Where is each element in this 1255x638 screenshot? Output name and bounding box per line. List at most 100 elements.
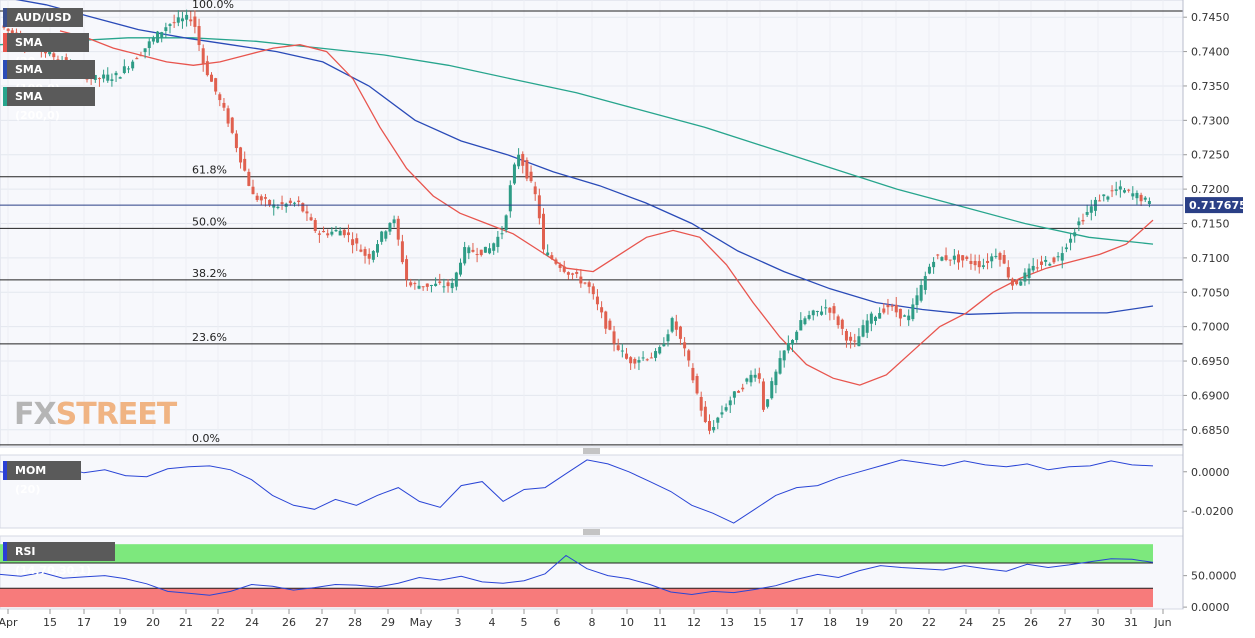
candle-up xyxy=(728,400,732,406)
mom-swatch xyxy=(3,461,7,480)
candle-down xyxy=(363,249,367,256)
candle-down xyxy=(1110,190,1114,192)
candle-down xyxy=(52,53,56,58)
candle-down xyxy=(280,202,284,205)
candle-down xyxy=(977,261,981,268)
candle-up xyxy=(857,336,861,347)
fib-label: 100.0% xyxy=(192,0,234,11)
sma100-swatch xyxy=(3,60,7,79)
candle-down xyxy=(413,283,417,285)
candle-down xyxy=(226,108,230,124)
candle-down xyxy=(591,286,595,295)
price-tick-label: 0.7300 xyxy=(1191,114,1230,127)
candle-down xyxy=(973,260,977,266)
legend-sma20[interactable]: SMA (20,0) xyxy=(3,33,89,68)
watermark-fx: FX xyxy=(14,397,57,432)
mom-label[interactable]: MOM (20) xyxy=(3,461,81,496)
current-price-value: 0.717675 xyxy=(1189,199,1247,212)
candle-down xyxy=(898,308,902,319)
candle-down xyxy=(998,253,1002,260)
date-tick-label: 24 xyxy=(959,616,973,629)
fib-label: 61.8% xyxy=(192,164,227,177)
candle-down xyxy=(629,357,633,364)
candle-up xyxy=(807,315,811,319)
date-tick-label: 26 xyxy=(282,616,296,629)
candle-down xyxy=(521,153,525,166)
candle-down xyxy=(554,259,558,264)
candle-up xyxy=(500,233,504,235)
rsi-overbought-zone xyxy=(0,544,1153,564)
candle-down xyxy=(234,133,238,149)
candle-up xyxy=(878,313,882,319)
candle-down xyxy=(247,171,251,186)
candle-down xyxy=(1052,257,1056,263)
candle-down xyxy=(579,276,583,284)
candle-up xyxy=(745,378,749,382)
candle-down xyxy=(1006,267,1010,278)
candle-up xyxy=(952,255,956,260)
candle-up xyxy=(330,231,334,235)
candle-down xyxy=(604,311,608,329)
sma200-swatch xyxy=(3,87,7,106)
candle-up xyxy=(994,255,998,257)
date-tick-label: 15 xyxy=(753,616,767,629)
symbol-label[interactable]: AUD/USD xyxy=(3,8,83,27)
rsi-label[interactable]: RSI (14,70,30,1) xyxy=(3,542,115,577)
candle-down xyxy=(255,195,259,200)
candle-up xyxy=(147,41,151,49)
candle-up xyxy=(786,342,790,351)
candle-down xyxy=(571,273,575,275)
candle-down xyxy=(230,117,234,133)
candle-up xyxy=(724,407,728,411)
legend-sma200[interactable]: SMA (200,0) xyxy=(3,87,95,122)
candle-down xyxy=(359,249,363,252)
candle-down xyxy=(961,255,965,261)
candle-down xyxy=(965,256,969,259)
fib-label: 38.2% xyxy=(192,267,227,280)
candle-down xyxy=(737,390,741,393)
price-tick-label: 0.7450 xyxy=(1191,11,1230,24)
candle-up xyxy=(1102,194,1106,197)
candle-down xyxy=(6,28,10,32)
candle-down xyxy=(695,376,699,394)
candle-down xyxy=(1002,254,1006,264)
candle-down xyxy=(288,200,292,204)
date-tick-label: 3 xyxy=(455,616,462,629)
candle-down xyxy=(616,345,620,351)
candle-up xyxy=(276,206,280,209)
candle-down xyxy=(351,239,355,246)
date-tick-label: 8 xyxy=(589,616,596,629)
rsi-oversold-zone xyxy=(0,588,1153,608)
candle-up xyxy=(114,72,118,76)
candle-down xyxy=(687,350,691,361)
rsi-label-text: RSI (14,70,30,1) xyxy=(15,545,92,577)
candle-down xyxy=(761,381,765,410)
candle-down xyxy=(301,203,305,212)
candle-up xyxy=(915,295,919,306)
candle-down xyxy=(674,321,678,330)
candle-down xyxy=(600,307,604,313)
candle-up xyxy=(749,374,753,383)
candle-down xyxy=(529,171,533,182)
date-tick-label: 17 xyxy=(77,616,91,629)
candle-up xyxy=(662,344,666,347)
candle-down xyxy=(757,373,761,379)
date-tick-label: 21 xyxy=(179,616,193,629)
candle-down xyxy=(263,197,267,199)
candle-down xyxy=(1127,189,1131,191)
fib-label: 0.0% xyxy=(192,432,220,445)
candle-down xyxy=(537,195,541,219)
candle-down xyxy=(189,19,193,22)
candle-down xyxy=(268,199,272,206)
mom-label-text: MOM (20) xyxy=(15,464,47,496)
candle-up xyxy=(1123,190,1126,193)
candle-down xyxy=(1010,278,1014,286)
date-tick-label: 28 xyxy=(348,616,362,629)
current-price-tag xyxy=(1185,197,1243,214)
legend-sma100[interactable]: SMA (100,0) xyxy=(3,60,95,95)
date-tick-label: 17 xyxy=(790,616,804,629)
sma20-line xyxy=(59,30,1154,386)
candle-down xyxy=(355,238,359,244)
candle-up xyxy=(434,283,438,286)
candle-down xyxy=(708,421,711,431)
